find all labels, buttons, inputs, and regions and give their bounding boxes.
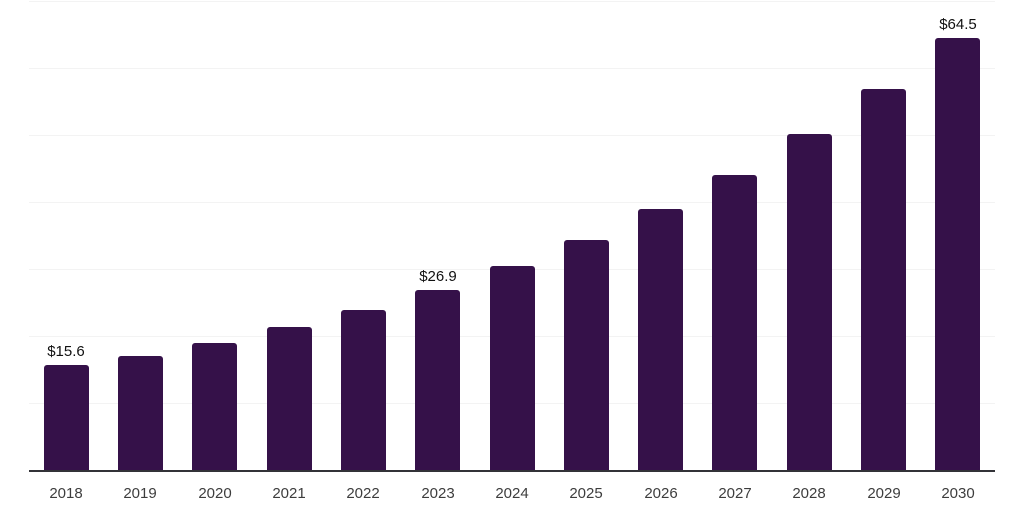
bar-2021 [267, 327, 312, 470]
bar-2019 [118, 356, 163, 470]
x-tick-2020: 2020 [198, 485, 232, 502]
bar-2025 [564, 240, 609, 470]
bar-2027 [712, 175, 757, 470]
x-tick-2021: 2021 [272, 485, 306, 502]
bar-2023 [415, 290, 460, 470]
bar-2018 [44, 365, 89, 470]
x-tick-2025: 2025 [569, 485, 603, 502]
gridline [29, 1, 995, 2]
x-tick-2030: 2030 [941, 485, 975, 502]
bar-2022 [341, 310, 386, 470]
gridline [29, 202, 995, 203]
x-tick-2022: 2022 [346, 485, 380, 502]
x-tick-2026: 2026 [644, 485, 678, 502]
x-axis-line [29, 470, 995, 472]
bar-2030 [935, 38, 980, 470]
data-label-2023: $26.9 [419, 268, 457, 285]
x-tick-2027: 2027 [718, 485, 752, 502]
x-tick-2018: 2018 [49, 485, 83, 502]
x-tick-2029: 2029 [867, 485, 901, 502]
gridline [29, 135, 995, 136]
x-tick-2023: 2023 [421, 485, 455, 502]
bar-2024 [490, 266, 535, 470]
data-label-2018: $15.6 [47, 343, 85, 360]
bar-2028 [787, 134, 832, 470]
gridline [29, 68, 995, 69]
x-tick-2028: 2028 [792, 485, 826, 502]
x-tick-2024: 2024 [495, 485, 529, 502]
x-tick-2019: 2019 [123, 485, 157, 502]
bar-2020 [192, 343, 237, 470]
bar-2026 [638, 209, 683, 470]
data-label-2030: $64.5 [939, 16, 977, 33]
bar-2029 [861, 89, 906, 470]
